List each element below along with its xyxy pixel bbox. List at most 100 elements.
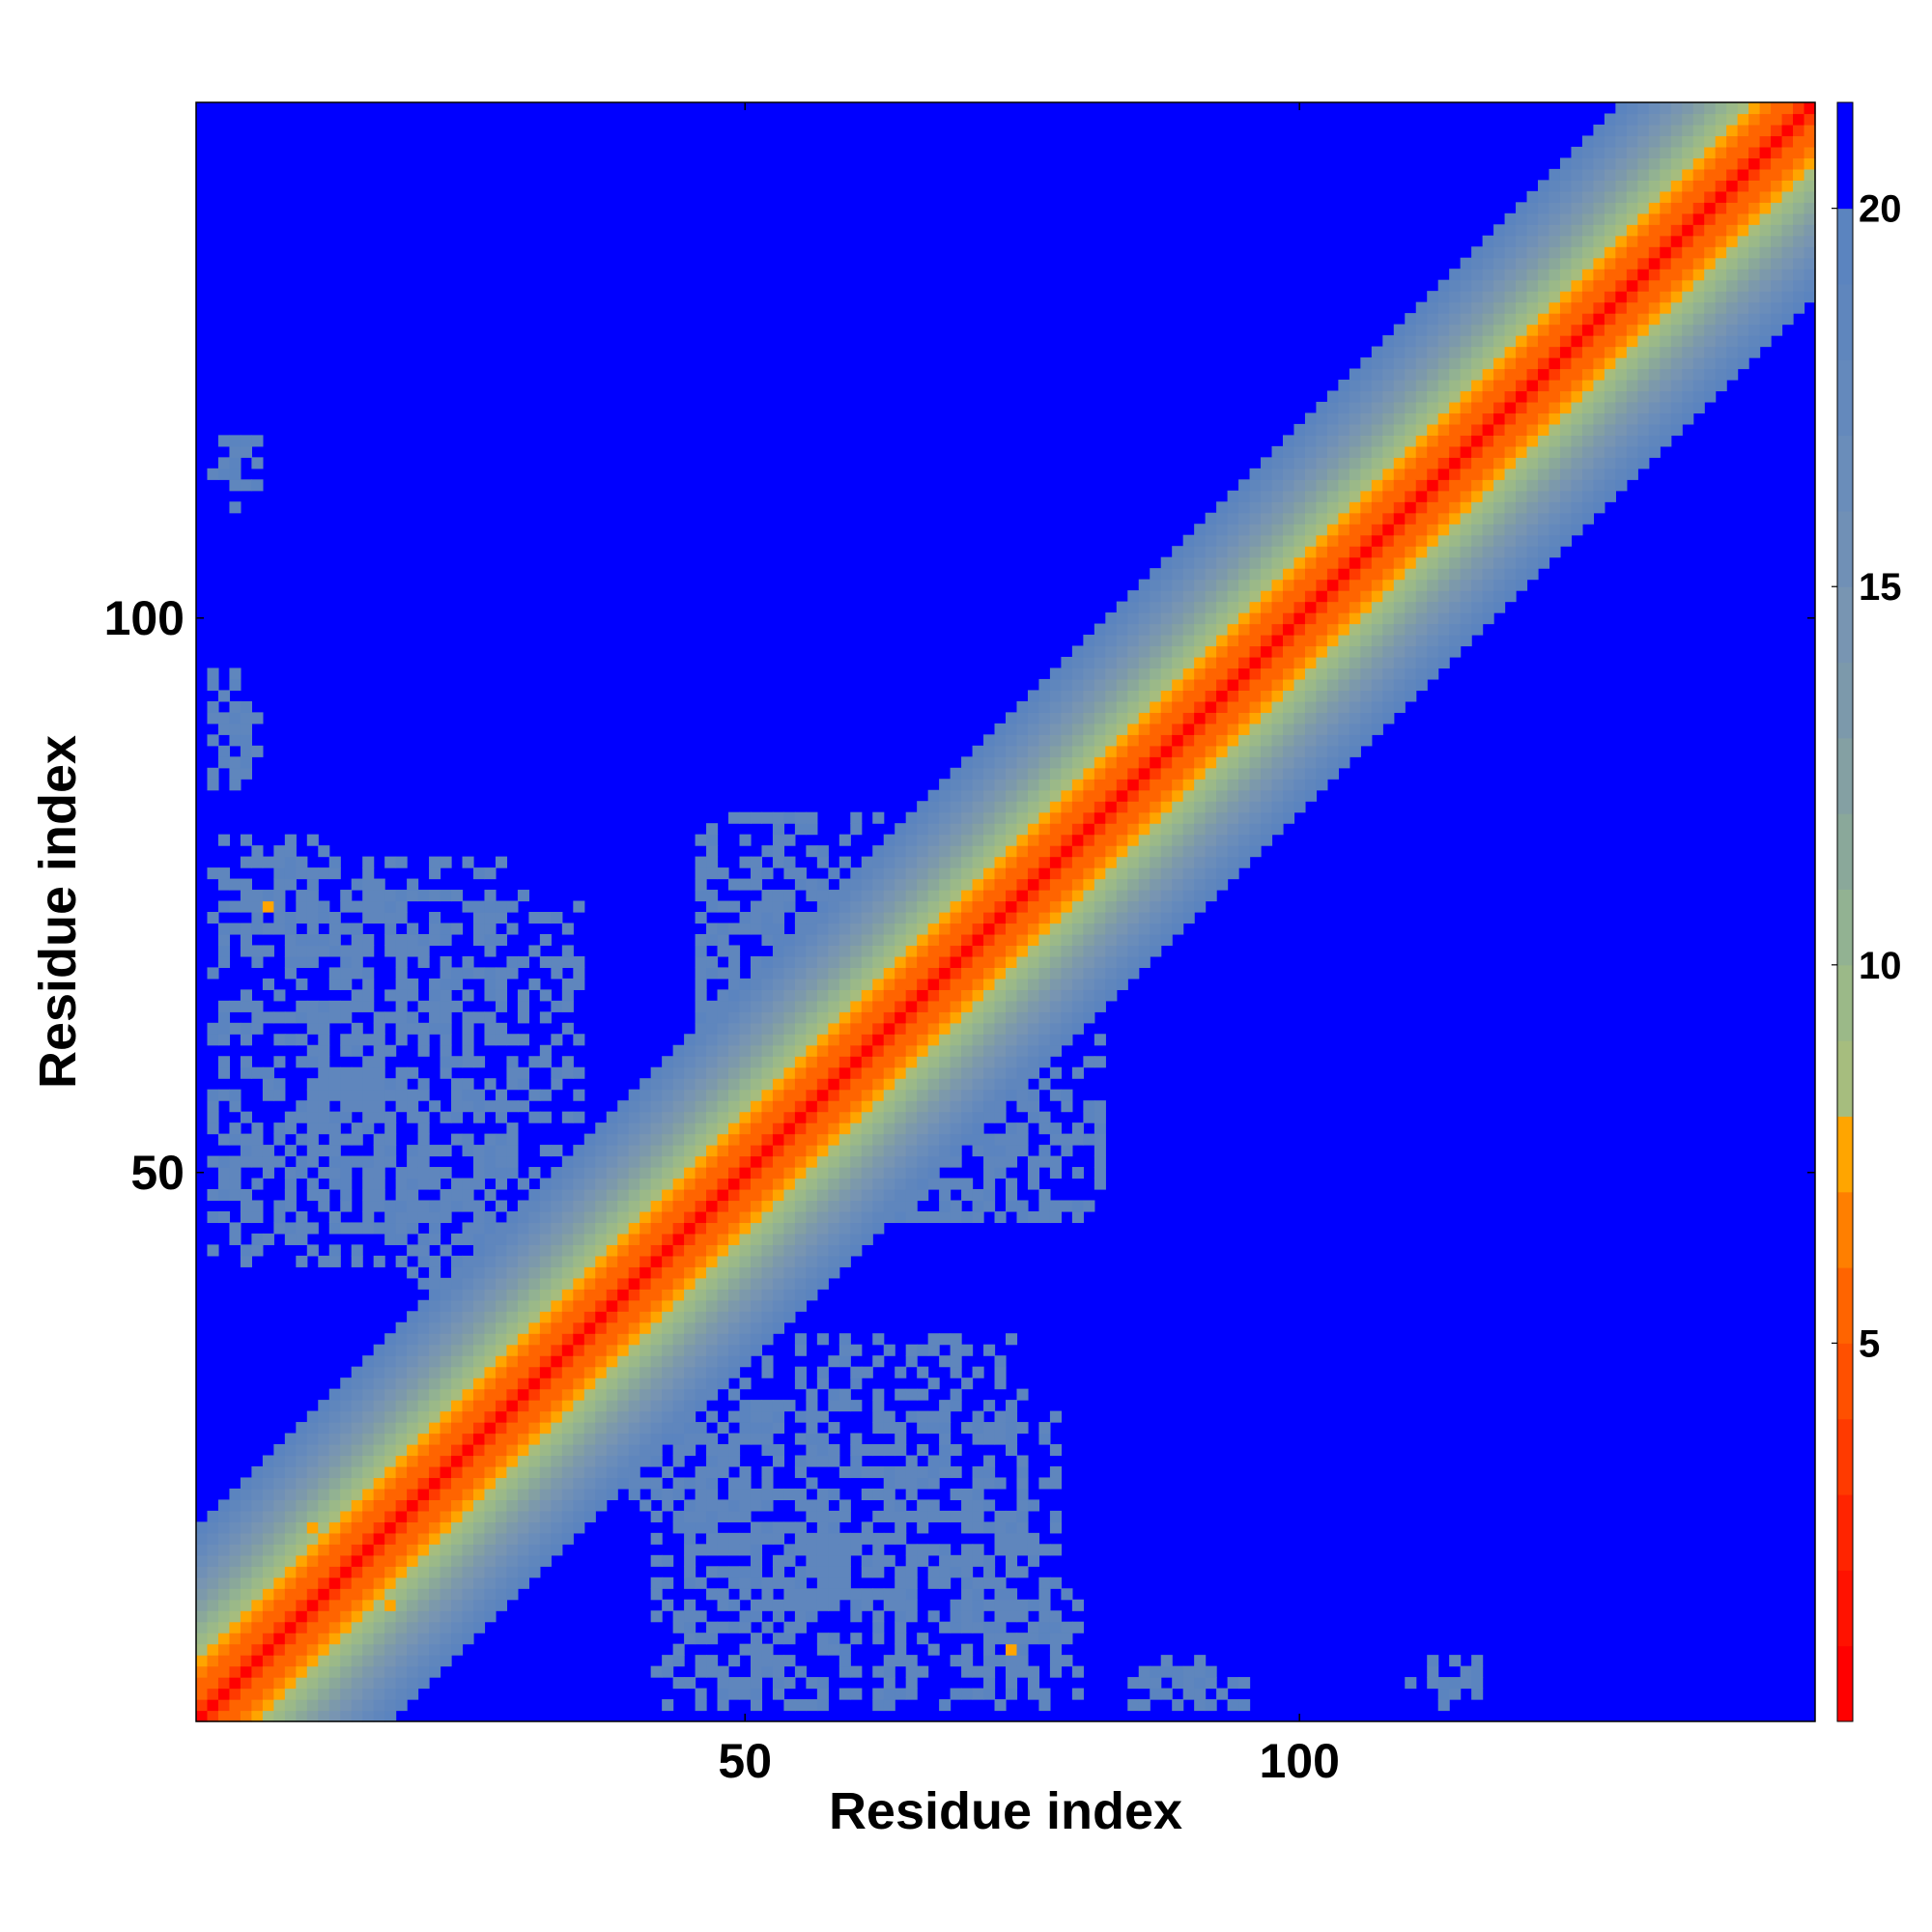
heatmap-cell: [1049, 1200, 1062, 1212]
heatmap-cell: [1160, 767, 1173, 780]
heatmap-cell: [816, 1044, 829, 1057]
heatmap-cell: [296, 1621, 308, 1634]
heatmap-cell: [838, 878, 851, 891]
heatmap-cell: [384, 1521, 397, 1534]
heatmap-cell: [1083, 745, 1095, 757]
heatmap-cell: [1038, 1000, 1051, 1012]
heatmap-cell: [1105, 756, 1118, 769]
heatmap-cell: [772, 1255, 785, 1267]
heatmap-cell: [429, 1210, 441, 1224]
heatmap-cell: [684, 1599, 696, 1611]
heatmap-cell: [296, 978, 308, 990]
heatmap-cell: [650, 1089, 663, 1101]
heatmap-cell: [472, 1400, 486, 1412]
heatmap-cell: [706, 834, 719, 846]
heatmap-cell: [761, 1488, 774, 1501]
heatmap-cell: [1227, 546, 1239, 558]
heatmap-cell: [1150, 801, 1162, 813]
heatmap-cell: [628, 1155, 640, 1168]
heatmap-cell: [728, 1178, 741, 1190]
heatmap-cell: [806, 1554, 818, 1567]
heatmap-cell: [1282, 811, 1295, 824]
heatmap-cell: [761, 1410, 774, 1423]
heatmap-cell: [794, 1255, 807, 1267]
heatmap-cell: [739, 1566, 752, 1578]
heatmap-cell: [395, 989, 408, 1002]
heatmap-cell: [828, 1111, 840, 1123]
heatmap-cell: [1150, 845, 1162, 858]
heatmap-cell: [905, 1544, 918, 1556]
heatmap-cell: [484, 1222, 497, 1235]
heatmap-cell: [739, 1344, 752, 1356]
heatmap-cell: [1150, 723, 1162, 735]
heatmap-cell: [728, 1078, 741, 1091]
heatmap-cell: [961, 1554, 974, 1567]
heatmap-cell: [296, 1488, 308, 1501]
heatmap-cell: [318, 867, 330, 880]
heatmap-cell: [539, 1400, 552, 1412]
heatmap-cell: [251, 1599, 264, 1611]
heatmap-cell: [429, 1388, 441, 1401]
heatmap-cell: [1172, 612, 1184, 625]
heatmap-cell: [672, 1056, 685, 1068]
heatmap-cell: [306, 1444, 319, 1457]
heatmap-cell: [706, 1133, 719, 1146]
heatmap-cell: [983, 1643, 996, 1656]
heatmap-cell: [1038, 1577, 1051, 1589]
heatmap-cell: [895, 933, 907, 947]
heatmap-cell: [351, 1655, 363, 1667]
heatmap-cell: [1249, 668, 1262, 680]
heatmap-cell: [1172, 745, 1184, 757]
heatmap-cell: [1061, 923, 1073, 935]
heatmap-cell: [950, 1122, 962, 1135]
heatmap-cell: [484, 1011, 497, 1024]
heatmap-cell: [583, 1333, 596, 1346]
heatmap-cell: [251, 923, 264, 935]
heatmap-cell: [1006, 1544, 1018, 1556]
heatmap-cell: [1150, 612, 1162, 625]
heatmap-cell: [318, 1477, 330, 1490]
heatmap-cell: [695, 1333, 707, 1346]
heatmap-cell: [351, 1465, 363, 1479]
heatmap-cell: [806, 845, 818, 858]
heatmap-cell: [495, 1311, 508, 1323]
heatmap-cell: [950, 789, 962, 802]
heatmap-cell: [484, 967, 497, 980]
heatmap-cell: [1238, 623, 1251, 636]
heatmap-cell: [639, 1333, 652, 1346]
heatmap-cell: [950, 1210, 962, 1224]
heatmap-cell: [1216, 867, 1229, 880]
heatmap-cell: [1038, 1599, 1051, 1611]
heatmap-cell: [384, 1621, 397, 1634]
heatmap-cell: [561, 1344, 574, 1356]
heatmap-cell: [927, 845, 940, 858]
heatmap-cell: [1027, 945, 1040, 957]
heatmap-cell: [883, 1133, 895, 1146]
heatmap-cell: [1016, 745, 1029, 757]
heatmap-cell: [240, 1155, 252, 1168]
heatmap-cell: [1127, 856, 1140, 868]
heatmap-cell: [1016, 1122, 1029, 1135]
heatmap-cell: [284, 945, 297, 957]
heatmap-cell: [472, 1210, 486, 1224]
heatmap-cell: [806, 1400, 818, 1412]
heatmap-cell: [296, 933, 308, 947]
heatmap-cell: [783, 1044, 796, 1057]
heatmap-cell: [1249, 834, 1262, 846]
heatmap-cell: [684, 1311, 696, 1323]
heatmap-cell: [407, 1465, 419, 1479]
heatmap-cell: [1049, 989, 1062, 1002]
heatmap-cell: [284, 1499, 297, 1512]
heatmap-cell: [284, 1111, 297, 1123]
heatmap-cell: [407, 1677, 419, 1690]
heatmap-cell: [262, 1532, 274, 1545]
heatmap-cell: [917, 1100, 929, 1113]
heatmap-cell: [728, 1544, 741, 1556]
heatmap-cell: [1071, 801, 1084, 813]
heatmap-cell: [850, 945, 863, 957]
heatmap-cell: [761, 1188, 774, 1202]
heatmap-cell: [384, 1477, 397, 1490]
heatmap-cell: [717, 1266, 729, 1279]
heatmap-cell: [1094, 635, 1106, 647]
heatmap-cell: [961, 789, 974, 802]
